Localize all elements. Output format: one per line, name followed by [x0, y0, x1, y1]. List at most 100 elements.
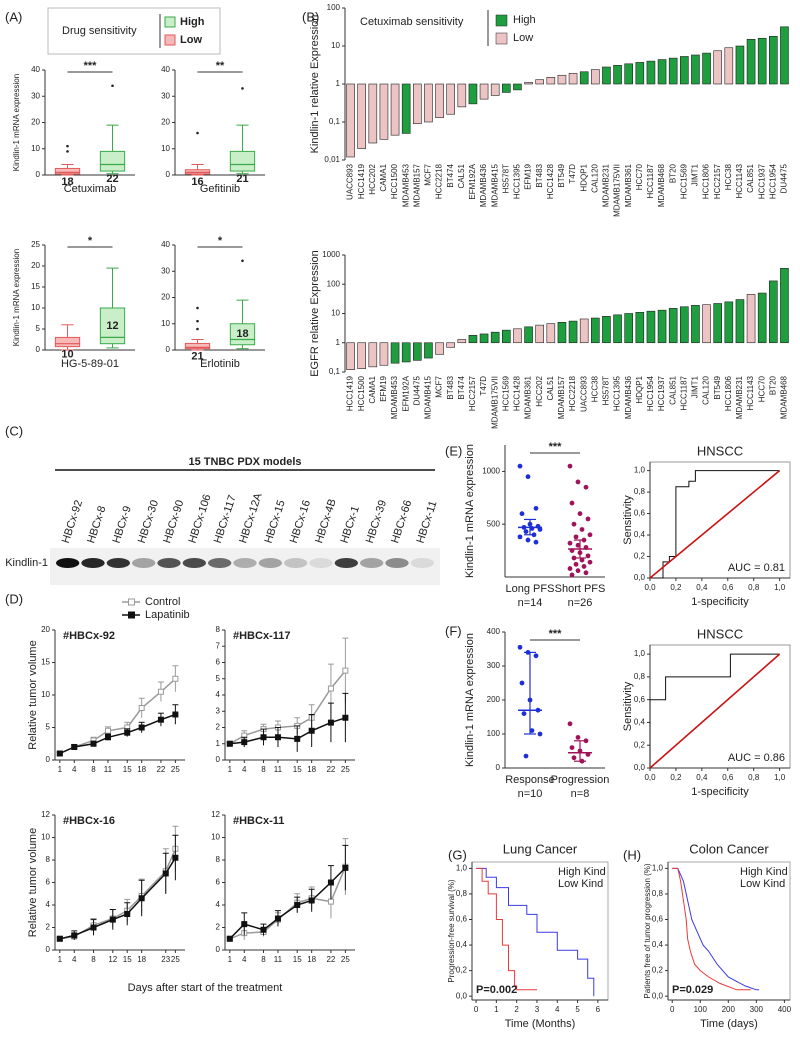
bar	[524, 82, 533, 85]
bar	[490, 331, 500, 344]
series-line	[59, 848, 177, 940]
series-line	[229, 717, 346, 745]
y-tick-label: 1,0	[652, 863, 664, 872]
bar	[479, 83, 489, 100]
y-tick-label: 0,8	[634, 487, 646, 496]
band	[182, 558, 206, 568]
dot	[585, 516, 591, 522]
dot	[579, 527, 585, 532]
y-tick-label: 0,6	[456, 915, 468, 924]
x-tick-label: HCC1187	[646, 163, 655, 198]
bar	[657, 59, 667, 85]
marker	[172, 711, 179, 718]
lane-label: HBCx-15	[263, 499, 288, 545]
legend-marker	[128, 611, 135, 619]
x-tick-label: Short PFS	[555, 583, 606, 595]
outlier	[241, 87, 244, 90]
bar	[368, 342, 378, 368]
y-tick-label: 12	[211, 810, 220, 819]
y-axis-label: Patients free of tumor progression (%)	[643, 863, 652, 999]
y-tick-label: 0,01	[324, 155, 340, 164]
x-tick-label: 11	[104, 765, 113, 774]
n-label: 21	[191, 351, 203, 363]
legend-label: High Kind	[740, 866, 788, 878]
bar	[635, 311, 645, 344]
marker	[294, 902, 301, 908]
series-line	[59, 857, 177, 940]
band	[81, 558, 105, 568]
y-tick-label: 5	[46, 723, 51, 732]
bar	[390, 342, 400, 364]
y-tick-label: 0,1	[329, 117, 341, 126]
bar	[646, 310, 656, 344]
x-tick-label: HCC1954	[768, 163, 777, 199]
marker	[260, 734, 267, 741]
bar	[579, 71, 589, 85]
legend-swatch	[164, 16, 176, 28]
x-tick-label: HCC70	[757, 375, 766, 402]
x-tick-label: MDAMB436	[479, 163, 488, 207]
y-tick-label: 0	[166, 170, 171, 179]
x-axis-label: Time (Months)	[505, 1018, 576, 1030]
x-tick-label: 23	[161, 955, 170, 964]
box	[184, 342, 211, 350]
x-tick-label: HCC1395	[613, 375, 622, 411]
bar	[457, 83, 467, 108]
y-tick-label: 5	[36, 324, 41, 333]
x-tick-label: 11	[274, 765, 283, 774]
bar	[468, 83, 478, 105]
x-tick-label: 0,6	[722, 583, 734, 592]
x-tick-label: MDAMB175VII	[613, 164, 622, 217]
y-axis-label: Progression-free survival (%)	[447, 879, 456, 982]
lane-label: HBCx-9	[111, 504, 134, 544]
y-axis-label: Sensitivity	[622, 495, 634, 545]
chart-title: Lung Cancer	[503, 841, 578, 856]
y-axis-label: Kindlin-1 relative Expression	[309, 15, 321, 154]
bar	[668, 308, 678, 344]
x-tick-label: 15	[123, 765, 132, 774]
n-label: n=14	[518, 597, 543, 609]
dot	[571, 521, 577, 527]
bar	[568, 73, 578, 85]
marker	[342, 714, 349, 721]
bar	[446, 342, 455, 348]
y-tick-label: 0	[496, 763, 501, 772]
x-tick-label: MDAMB415	[490, 163, 499, 207]
legend-swatch	[495, 14, 508, 27]
marker	[241, 739, 248, 746]
n-label: 12	[106, 320, 118, 332]
lane-label: HBCx-12A	[237, 491, 265, 545]
x-tick-label: 4	[72, 955, 77, 964]
box	[54, 167, 81, 175]
dot	[521, 711, 527, 716]
x-tick-label: HCC1569	[501, 375, 510, 411]
bar	[735, 299, 745, 344]
dot	[587, 559, 593, 565]
dot	[569, 745, 575, 750]
x-tick-label: HCC70	[635, 163, 644, 190]
x-tick-label: T47D	[568, 164, 577, 184]
dot	[569, 572, 575, 578]
band	[385, 558, 409, 568]
bar	[513, 328, 522, 344]
y-tick-label: 20	[41, 625, 50, 634]
x-axis-label: Time (days)	[700, 1018, 758, 1030]
x-tick-label: 1,0	[774, 583, 786, 592]
survival-curve	[672, 867, 760, 991]
y-tick-label: 0	[46, 945, 51, 954]
bar	[557, 322, 567, 344]
x-tick-label: T47D	[479, 376, 488, 396]
x-tick-label: CAL851	[746, 163, 755, 192]
bar	[769, 280, 778, 344]
band	[258, 558, 282, 568]
x-axis-label: 1-specificity	[691, 786, 749, 798]
bar	[424, 342, 433, 359]
x-tick-label: HCC1143	[746, 375, 755, 410]
box	[99, 150, 126, 172]
roc-curve	[649, 469, 781, 579]
y-tick-label: 15	[31, 282, 40, 291]
bar	[357, 83, 366, 149]
x-tick-label: HCC1395	[513, 163, 522, 199]
marker	[124, 911, 131, 917]
